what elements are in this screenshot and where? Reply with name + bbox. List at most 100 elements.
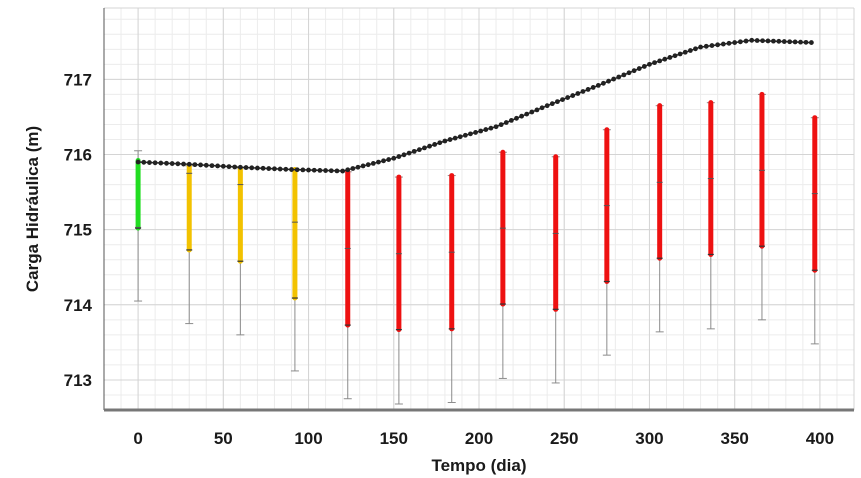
- series-point: [370, 160, 376, 166]
- series-point: [743, 38, 749, 44]
- series-point: [249, 165, 255, 171]
- series-point: [524, 111, 530, 117]
- series-point: [677, 51, 683, 57]
- x-tick-label: 250: [550, 429, 578, 448]
- series-point: [781, 39, 787, 44]
- series-point: [442, 138, 448, 144]
- series-point: [283, 166, 289, 172]
- series-point: [575, 91, 581, 96]
- y-tick-label: 715: [64, 221, 92, 240]
- series-point: [606, 78, 611, 84]
- y-tick-label: 714: [64, 296, 93, 315]
- series-point: [340, 168, 346, 174]
- series-point: [798, 39, 803, 45]
- series-point: [549, 101, 555, 107]
- series-point: [590, 85, 596, 90]
- series-point: [488, 125, 494, 131]
- series-point: [350, 166, 356, 171]
- y-axis-title: Carga Hidráulica (m): [23, 126, 42, 292]
- series-point: [422, 145, 427, 151]
- series-point: [760, 38, 765, 44]
- major-grid: [104, 7, 855, 410]
- series-point: [323, 168, 328, 173]
- series-point: [636, 66, 642, 71]
- series-point: [726, 40, 732, 46]
- series-point: [209, 163, 215, 169]
- x-tick-label: 100: [294, 429, 322, 448]
- series-point: [141, 159, 147, 165]
- series-point: [792, 39, 798, 45]
- series-point: [452, 135, 458, 141]
- series-point: [260, 165, 266, 171]
- axes: [103, 8, 854, 412]
- series-point: [376, 159, 381, 165]
- series-point: [427, 143, 432, 149]
- series-point: [232, 164, 238, 170]
- series-point: [277, 166, 283, 172]
- series-point: [386, 157, 392, 162]
- series-point: [503, 120, 509, 125]
- series-point: [601, 80, 606, 86]
- series-point: [631, 68, 637, 74]
- x-tick-label: 50: [214, 429, 233, 448]
- series-point: [147, 160, 152, 165]
- series-point: [152, 160, 158, 166]
- series-point: [682, 49, 688, 55]
- series-point: [493, 124, 499, 130]
- x-tick-label: 300: [635, 429, 663, 448]
- series-point: [468, 131, 473, 137]
- series-point: [483, 127, 489, 132]
- series-point: [703, 43, 709, 49]
- series-line: [135, 37, 814, 174]
- series-point: [411, 148, 417, 154]
- series-point: [662, 56, 668, 62]
- series-point: [652, 60, 657, 66]
- series-point: [621, 72, 627, 78]
- series-point: [457, 134, 463, 140]
- series-point: [462, 132, 468, 138]
- series-point: [473, 130, 478, 135]
- series-point: [616, 74, 622, 80]
- series-point: [266, 166, 272, 171]
- series-point: [478, 128, 484, 134]
- series-point: [672, 53, 678, 59]
- x-tick-labels: 0 50 100 150 200 250 300 350 400: [133, 429, 834, 448]
- series-point: [243, 165, 249, 170]
- series-point: [519, 113, 525, 119]
- series-point: [580, 89, 586, 94]
- series-point: [396, 154, 402, 159]
- series-point: [317, 167, 323, 173]
- x-tick-label: 350: [720, 429, 748, 448]
- series-point: [776, 38, 782, 44]
- x-tick-label: 150: [380, 429, 408, 448]
- series-point: [311, 167, 317, 173]
- series-point: [560, 97, 565, 102]
- series-point: [294, 167, 300, 173]
- series-point: [498, 122, 504, 128]
- series-point: [328, 168, 334, 174]
- series-point: [175, 161, 181, 167]
- series-point: [334, 168, 340, 174]
- series-point: [657, 58, 663, 64]
- series-point: [754, 38, 760, 43]
- series-point: [585, 87, 591, 92]
- series-point: [381, 158, 386, 164]
- series-point: [641, 64, 647, 69]
- y-tick-label: 716: [64, 146, 92, 165]
- series-point: [432, 142, 438, 147]
- series-point: [787, 39, 793, 45]
- series-point: [289, 167, 294, 172]
- series-point: [215, 163, 221, 169]
- series-point: [391, 155, 397, 161]
- series-point: [514, 115, 519, 121]
- series-point: [570, 93, 576, 98]
- series-point: [181, 161, 186, 167]
- y-tick-label: 717: [64, 70, 92, 89]
- series-point: [555, 99, 560, 105]
- series-point: [300, 167, 306, 173]
- series-point: [529, 109, 535, 115]
- series-point: [186, 161, 192, 167]
- series-point: [255, 165, 260, 171]
- series-point: [401, 152, 407, 158]
